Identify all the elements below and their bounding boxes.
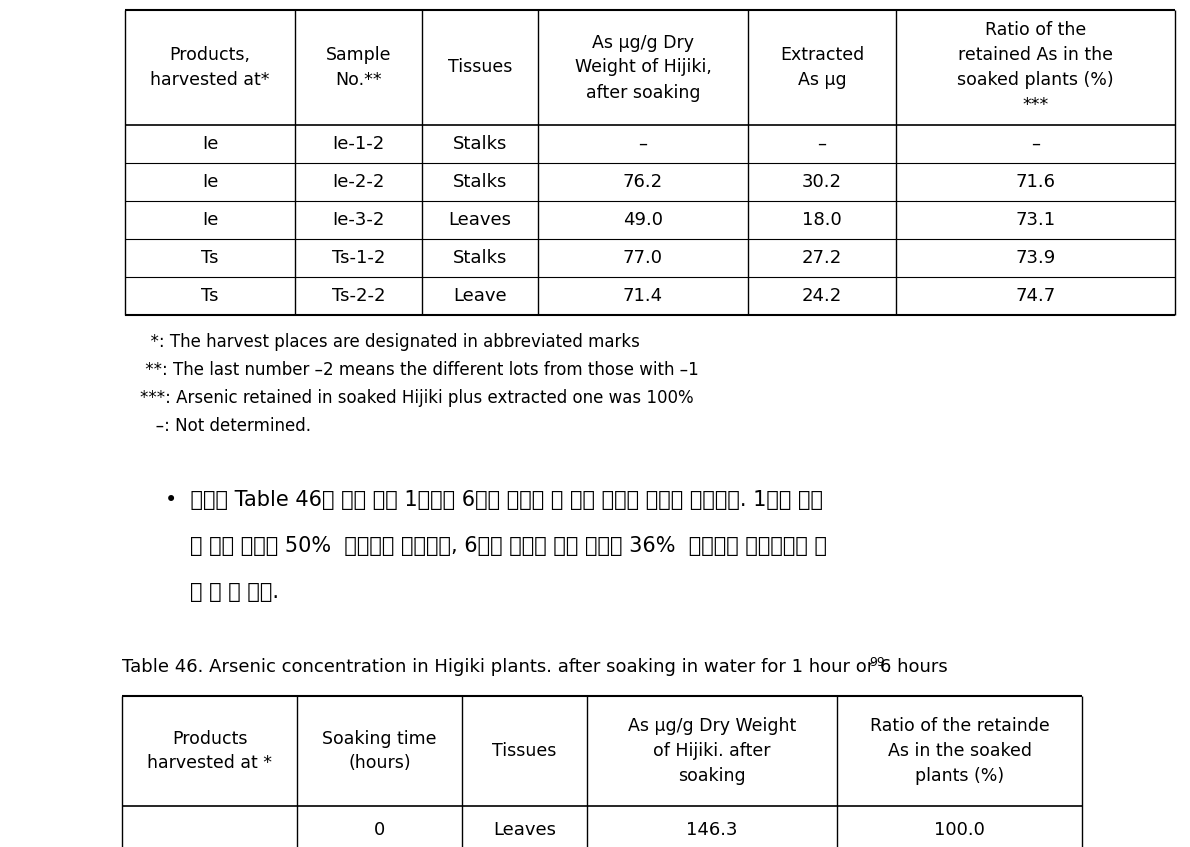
Text: 146.3: 146.3	[687, 821, 738, 839]
Text: Leaves: Leaves	[449, 211, 512, 229]
Text: 30.2: 30.2	[802, 173, 843, 191]
Text: 73.1: 73.1	[1015, 211, 1056, 229]
Text: Leaves: Leaves	[493, 821, 556, 839]
Text: Table 46. Arsenic concentration in Higiki plants. after soaking in water for 1 h: Table 46. Arsenic concentration in Higik…	[123, 658, 947, 676]
Text: –: –	[818, 135, 827, 153]
Text: Ie: Ie	[202, 173, 218, 191]
Text: As μg/g Dry Weight
of Hijiki. after
soaking: As μg/g Dry Weight of Hijiki. after soak…	[628, 717, 796, 785]
Text: .: .	[884, 658, 889, 676]
Text: Stalks: Stalks	[453, 173, 507, 191]
Text: 74.7: 74.7	[1015, 287, 1056, 305]
Text: •  다음의 Table 46은 튳을 물에 1시간과 6시간 불렸을 때 비소 농도의 변화를 나타낸다. 1시간 불리: • 다음의 Table 46은 튳을 물에 1시간과 6시간 불렸을 때 비소 …	[165, 490, 823, 510]
Text: 을 알 수 있다.: 을 알 수 있다.	[190, 582, 278, 602]
Text: Ratio of the retainde
As in the soaked
plants (%): Ratio of the retainde As in the soaked p…	[870, 717, 1050, 785]
Text: 27.2: 27.2	[802, 249, 843, 267]
Text: 100.0: 100.0	[934, 821, 985, 839]
Text: **: The last number –2 means the different lots from those with –1: **: The last number –2 means the differe…	[140, 361, 699, 379]
Text: 면 원래 농도의 50%  수준으로 감소하고, 6시간 불리면 원래 농도의 36%  수준으로 감소한다는 것: 면 원래 농도의 50% 수준으로 감소하고, 6시간 불리면 원래 농도의 3…	[190, 536, 827, 556]
Text: *: The harvest places are designated in abbreviated marks: *: The harvest places are designated in …	[140, 333, 640, 351]
Text: Stalks: Stalks	[453, 135, 507, 153]
Text: Products
harvested at *: Products harvested at *	[148, 729, 273, 772]
Text: 71.4: 71.4	[622, 287, 663, 305]
Text: Tissues: Tissues	[493, 742, 557, 760]
Text: Ts: Ts	[201, 249, 219, 267]
Text: Ie: Ie	[202, 135, 218, 153]
Text: Tissues: Tissues	[447, 58, 512, 76]
Text: 18.0: 18.0	[802, 211, 841, 229]
Text: Stalks: Stalks	[453, 249, 507, 267]
Text: –: Not determined.: –: Not determined.	[140, 417, 311, 435]
Text: As μg/g Dry
Weight of Hijiki,
after soaking: As μg/g Dry Weight of Hijiki, after soak…	[575, 34, 712, 102]
Text: Sample
No.**: Sample No.**	[326, 46, 392, 89]
Text: –: –	[639, 135, 647, 153]
Text: 71.6: 71.6	[1015, 173, 1056, 191]
Text: –: –	[1031, 135, 1040, 153]
Text: Ie: Ie	[202, 211, 218, 229]
Text: 76.2: 76.2	[622, 173, 663, 191]
Text: 77.0: 77.0	[624, 249, 663, 267]
Text: 73.9: 73.9	[1015, 249, 1056, 267]
Text: Products,
harvested at*: Products, harvested at*	[150, 46, 270, 89]
Text: Ts-2-2: Ts-2-2	[332, 287, 386, 305]
Text: 99: 99	[870, 656, 885, 669]
Text: Ts-1-2: Ts-1-2	[332, 249, 386, 267]
Text: Extracted
As μg: Extracted As μg	[779, 46, 864, 89]
Text: Ie-2-2: Ie-2-2	[332, 173, 384, 191]
Text: ***: Arsenic retained in soaked Hijiki plus extracted one was 100%: ***: Arsenic retained in soaked Hijiki p…	[140, 389, 694, 407]
Text: Ts: Ts	[201, 287, 219, 305]
Text: Soaking time
(hours): Soaking time (hours)	[322, 729, 437, 772]
Text: 49.0: 49.0	[624, 211, 663, 229]
Text: 24.2: 24.2	[802, 287, 843, 305]
Text: Ie-1-2: Ie-1-2	[332, 135, 384, 153]
Text: Ratio of the
retained As in the
soaked plants (%)
***: Ratio of the retained As in the soaked p…	[957, 21, 1114, 114]
Text: Ie-3-2: Ie-3-2	[332, 211, 384, 229]
Text: Leave: Leave	[453, 287, 507, 305]
Text: 0: 0	[374, 821, 386, 839]
